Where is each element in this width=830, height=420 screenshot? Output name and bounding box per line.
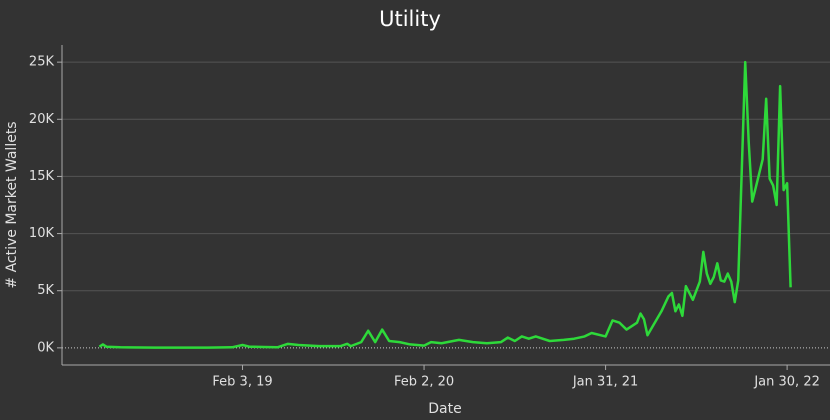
x-tick-label: Jan 30, 22 <box>753 375 820 390</box>
y-tick-label: 10K <box>29 226 55 241</box>
x-tick-label: Jan 31, 21 <box>572 375 639 390</box>
y-tick-label: 5K <box>37 283 54 298</box>
y-axis-label: # Active Market Wallets <box>4 121 20 288</box>
x-tick-label: Feb 2, 20 <box>394 375 454 390</box>
y-tick-label: 0K <box>37 340 54 355</box>
x-axis-label: Date <box>428 401 461 417</box>
data-line <box>98 60 792 349</box>
y-tick-label: 20K <box>29 112 55 127</box>
y-tick-label: 15K <box>29 169 55 184</box>
x-tick-label: Feb 3, 19 <box>212 375 272 390</box>
chart-title: Utility <box>379 7 441 31</box>
y-tick-label: 25K <box>29 55 55 70</box>
